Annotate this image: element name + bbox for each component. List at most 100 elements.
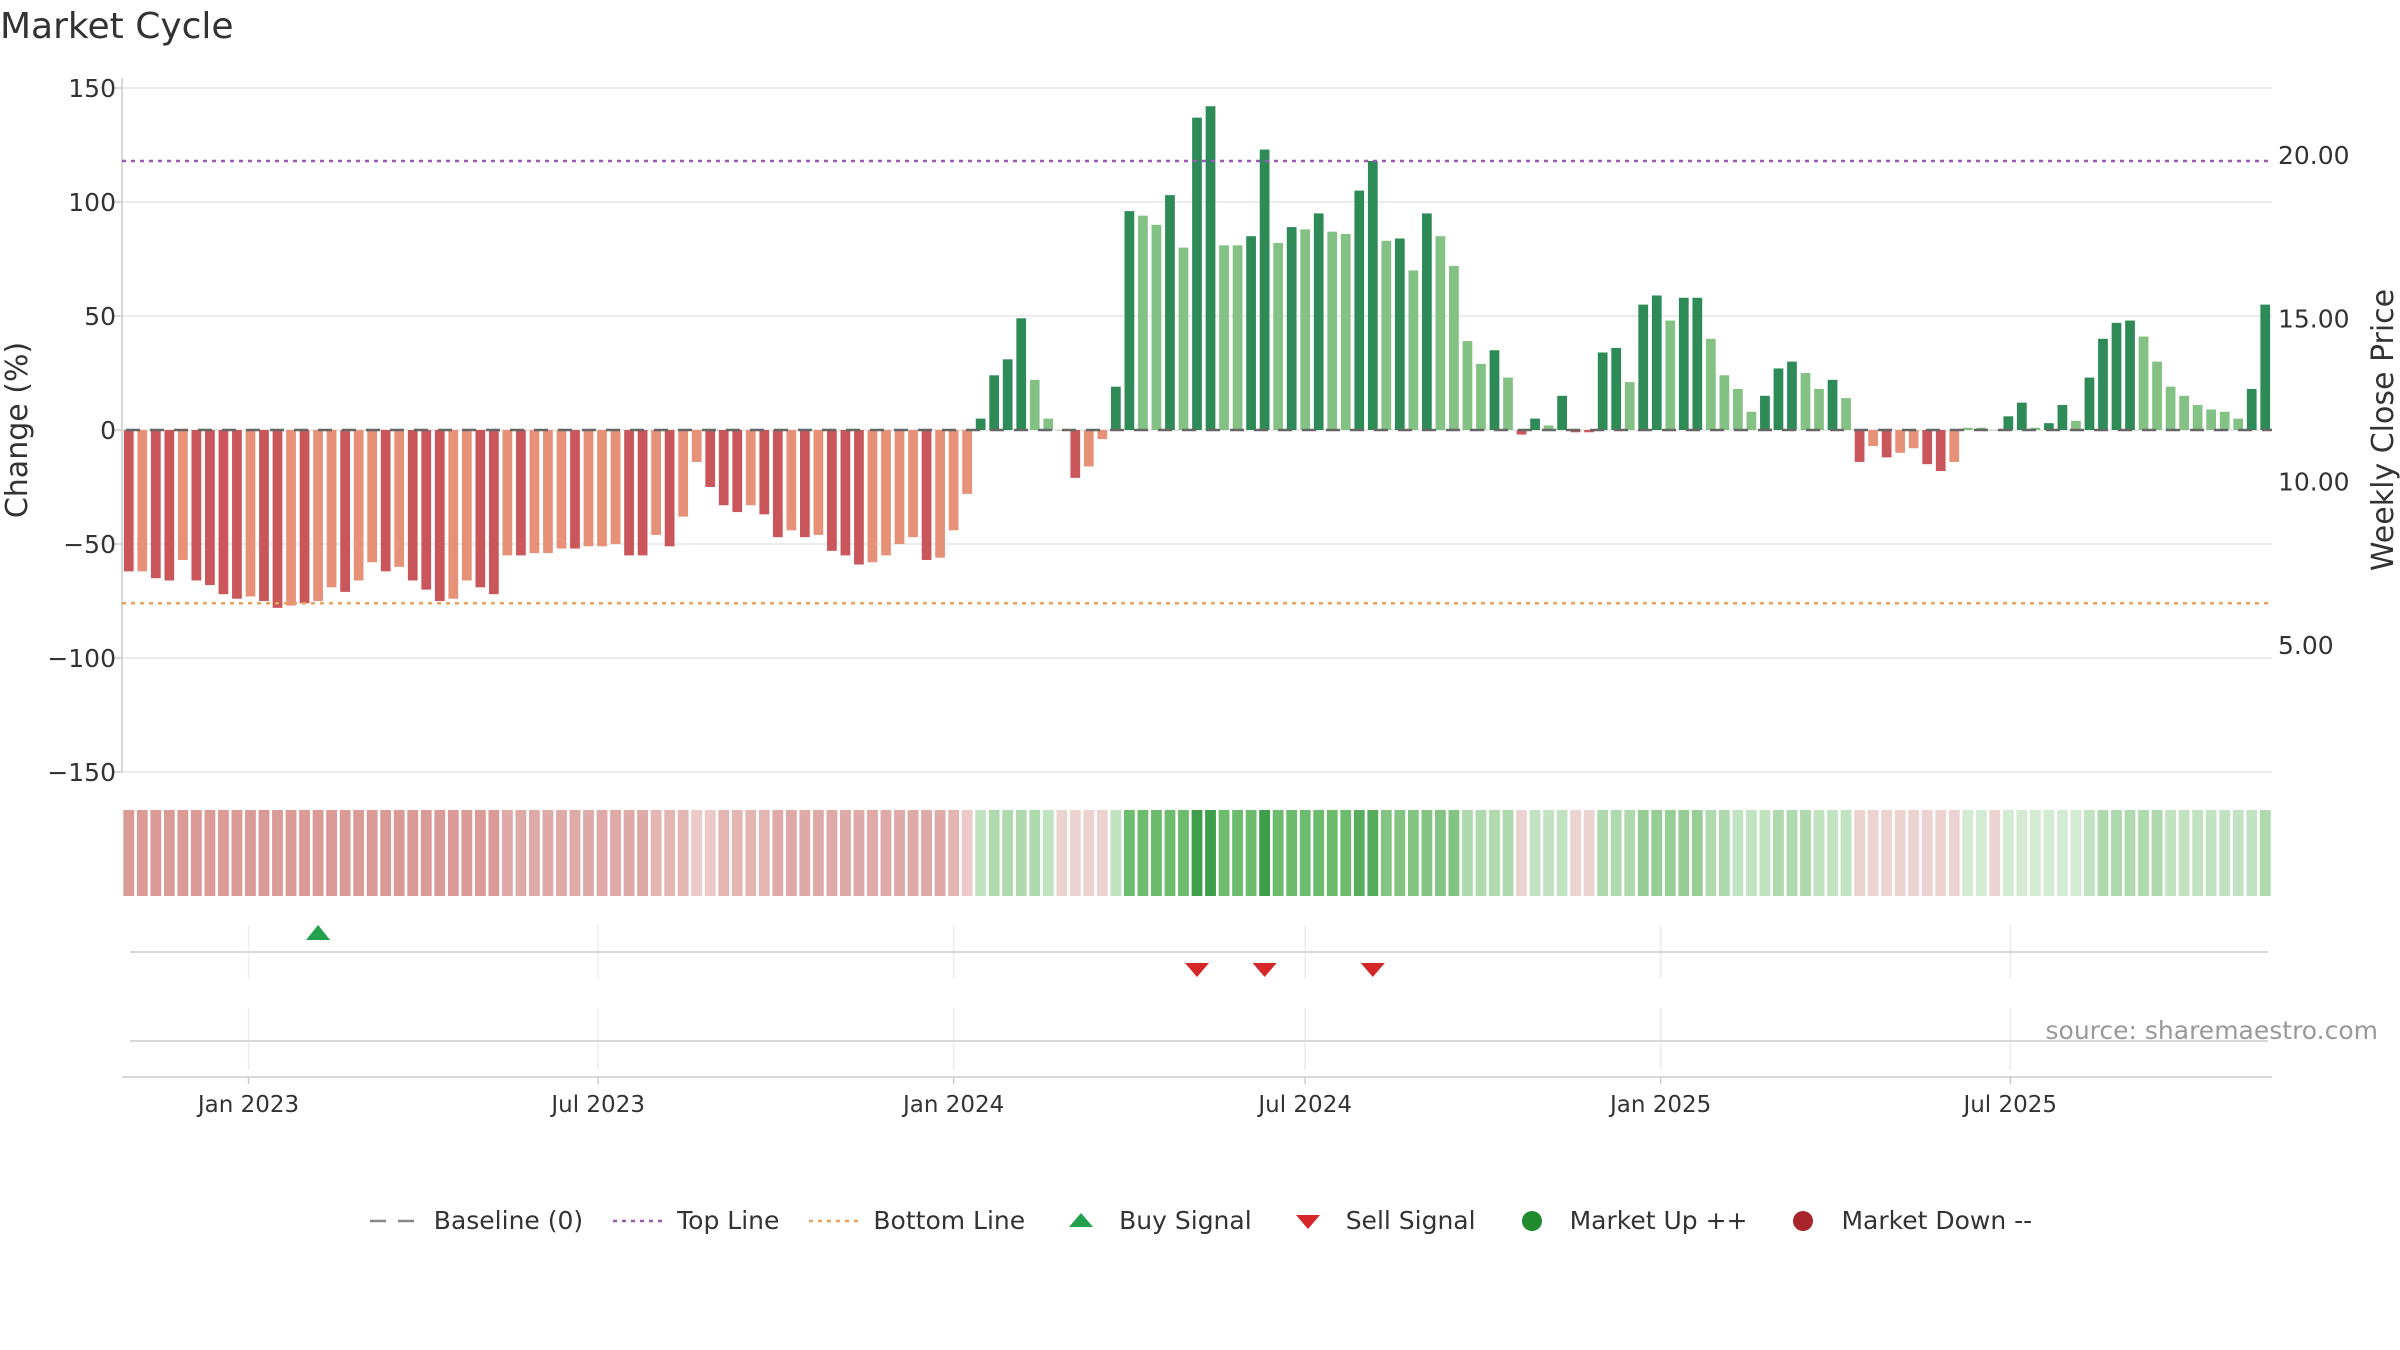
bar [1935, 430, 1946, 472]
heat-cell [258, 810, 270, 896]
bar [1746, 411, 1757, 430]
heat-cell [1448, 810, 1460, 896]
heat-cell [1462, 810, 1473, 896]
bar [651, 430, 661, 535]
legend-item: Market Up ++ [1504, 1206, 1747, 1235]
y-tick-label: 50 [84, 302, 116, 331]
bar [1462, 341, 1473, 430]
x-tick-label: Jan 2023 [196, 1092, 299, 1118]
heat-cell [745, 810, 757, 896]
heat-cell [1002, 810, 1014, 896]
bar [123, 430, 134, 572]
heat-cell [231, 810, 243, 896]
heat-cell [177, 810, 189, 896]
heat-cell [1191, 810, 1203, 896]
bar [421, 430, 432, 590]
heat-cell [1353, 810, 1365, 896]
bar [1259, 149, 1270, 430]
heat-cell [1502, 810, 1514, 896]
bar [2057, 404, 2068, 430]
bar [664, 430, 675, 547]
heat-cell [1894, 810, 1906, 896]
heat-cell [1137, 810, 1149, 896]
bar [1962, 427, 1973, 430]
bar [597, 430, 607, 547]
y-axis-label: Change (%) [0, 342, 35, 518]
bar [583, 430, 594, 547]
heat-cell [2002, 810, 2014, 896]
heat-cell [2192, 810, 2204, 896]
bar [1408, 270, 1419, 430]
bar [1165, 195, 1175, 430]
heat-cell [190, 810, 202, 896]
bar [1868, 430, 1878, 446]
bar [556, 430, 567, 549]
y-tick-label: 100 [68, 188, 116, 217]
bar [1286, 227, 1297, 430]
bar [1476, 363, 1486, 430]
heat-cell [1935, 810, 1947, 896]
legend-item: Bottom Line [807, 1206, 1025, 1235]
bar [1232, 245, 1243, 430]
bar [1381, 240, 1392, 430]
heat-cell [2205, 810, 2217, 896]
bar [732, 430, 743, 513]
bar [1854, 430, 1865, 462]
heat-cell [366, 810, 378, 896]
heat-cell [1543, 810, 1554, 896]
bar [745, 430, 756, 506]
bar [1611, 347, 1622, 430]
bar [434, 430, 445, 601]
heat-cell [799, 810, 811, 896]
bar [1246, 236, 1256, 430]
heat-cell [1205, 810, 1216, 896]
bar [1678, 297, 1689, 430]
bar [2246, 388, 2257, 430]
legend-marker-circle [1793, 1210, 1814, 1231]
legend-item: Buy Signal [1053, 1206, 1252, 1235]
chart-legend: Baseline (0) Top Line Bottom Line Buy Signa… [0, 1206, 2400, 1235]
bar [867, 430, 878, 563]
heat-cell [1218, 810, 1230, 896]
heat-cell [867, 810, 878, 896]
bar [705, 430, 716, 487]
bar [678, 430, 689, 517]
bar [299, 430, 310, 604]
bar [1705, 338, 1716, 430]
heat-cell [1881, 810, 1893, 896]
heat-cell [2043, 810, 2055, 896]
bar [772, 430, 783, 538]
bar [177, 430, 188, 560]
bar [799, 430, 810, 538]
bar [2071, 420, 2081, 430]
bar [1989, 430, 2000, 431]
x-tick-label: Jul 2024 [1256, 1092, 1352, 1118]
bar [1881, 430, 1892, 458]
bar [2111, 322, 2122, 430]
bar [935, 430, 945, 558]
heat-cell [312, 810, 324, 896]
sell-signal-marker [1185, 963, 1209, 977]
chart-title: Market Cycle [0, 6, 234, 47]
legend-item: Top Line [611, 1206, 779, 1235]
heat-cell [907, 810, 919, 896]
heat-cell [664, 810, 676, 896]
heat-cell [1056, 810, 1068, 896]
heat-cell [1394, 810, 1406, 896]
bar [1692, 297, 1703, 430]
bar [1584, 430, 1595, 433]
bar [1300, 229, 1311, 430]
heat-cell [299, 810, 310, 896]
bar [1597, 352, 1608, 430]
bar [2206, 409, 2217, 430]
heat-cell [1678, 810, 1690, 896]
x-tick-label: Jul 2025 [1961, 1092, 2057, 1118]
bar [2003, 416, 2014, 430]
heat-cell [2138, 810, 2149, 896]
legend-marker-triangle-down [1295, 1214, 1320, 1229]
legend-label: Bottom Line [873, 1206, 1026, 1235]
heat-cell [285, 810, 297, 896]
heat-cell [691, 810, 703, 896]
heat-cell [163, 810, 175, 896]
heat-cell [2151, 810, 2163, 896]
